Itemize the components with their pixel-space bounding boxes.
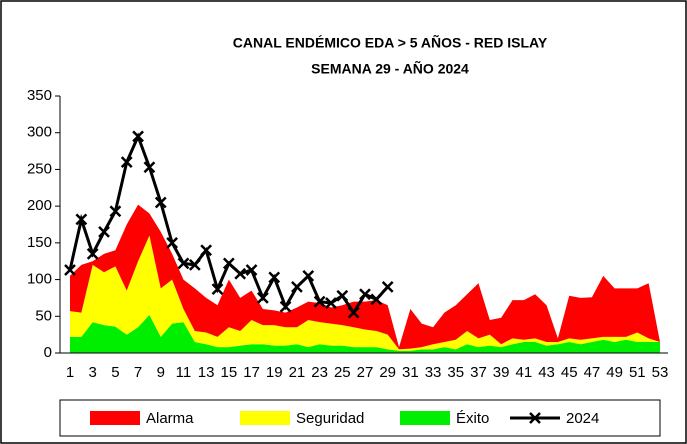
line-marker	[132, 130, 144, 143]
line-marker	[234, 267, 247, 280]
legend-label: Éxito	[456, 410, 489, 427]
area	[70, 204, 660, 350]
x-tick-label: 25	[334, 364, 351, 381]
line-marker	[325, 297, 337, 309]
y-tick-label: 250	[27, 160, 52, 177]
chart-title: CANAL ENDÉMICO EDA > 5 AÑOS - RED ISLAY	[233, 34, 548, 51]
x-tick-label: 7	[134, 364, 142, 381]
x-tick-label: 23	[311, 364, 328, 381]
legend-swatch	[240, 411, 290, 425]
x-tick-label: 1	[66, 364, 74, 381]
x-tick-label: 37	[470, 364, 487, 381]
line-marker	[381, 281, 394, 293]
y-tick-label: 200	[27, 197, 52, 214]
line-marker	[291, 281, 303, 293]
y-tick-label: 300	[27, 124, 52, 141]
line-marker	[222, 257, 235, 270]
x-tick-label: 27	[357, 364, 374, 381]
line-marker	[257, 292, 269, 304]
x-tick-label: 5	[111, 364, 119, 381]
x-tick-label: 11	[176, 364, 192, 381]
legend-marker	[529, 412, 541, 424]
legend-swatch	[400, 411, 450, 425]
x-tick-label: 29	[379, 364, 396, 381]
x-tick-label: 9	[157, 364, 165, 381]
area	[70, 314, 660, 353]
area	[70, 235, 660, 351]
x-tick-label: 35	[447, 364, 464, 381]
x-tick-label: 17	[243, 364, 260, 381]
legend-label: 2024	[566, 410, 599, 427]
x-tick-label: 43	[538, 364, 555, 381]
x-tick-label: 45	[561, 364, 578, 381]
line-marker	[154, 196, 167, 209]
line-marker	[109, 205, 122, 218]
legend-label: Seguridad	[296, 410, 364, 427]
line-marker	[359, 288, 371, 301]
x-tick-label: 19	[266, 364, 283, 381]
line-marker	[177, 257, 190, 270]
legend-label: Alarma	[146, 410, 194, 427]
line-marker	[98, 225, 110, 238]
line-marker	[347, 306, 360, 319]
line-marker	[279, 300, 292, 313]
x-tick-label: 15	[221, 364, 238, 381]
line-marker	[336, 289, 349, 302]
chart-subtitle: SEMANA 29 - AÑO 2024	[311, 60, 469, 77]
line-marker	[268, 271, 281, 284]
line-marker	[200, 244, 213, 257]
x-tick-label: 53	[652, 364, 669, 381]
line-marker	[188, 259, 201, 271]
x-tick-label: 3	[89, 364, 97, 381]
y-tick-label: 100	[27, 271, 52, 288]
y-tick-label: 150	[27, 234, 52, 251]
x-tick-label: 33	[425, 364, 442, 381]
line-marker	[166, 236, 178, 249]
y-tick-label: 350	[27, 87, 52, 104]
line-marker	[120, 156, 133, 168]
line-marker	[143, 161, 156, 174]
y-tick-label: 50	[35, 307, 52, 324]
line-marker	[245, 264, 258, 276]
line-marker	[75, 213, 88, 226]
x-tick-label: 21	[289, 364, 306, 381]
x-tick-label: 41	[516, 364, 533, 381]
legend-swatch	[90, 411, 140, 425]
x-tick-label: 13	[198, 364, 215, 381]
x-tick-label: 39	[493, 364, 510, 381]
x-tick-label: 49	[606, 364, 623, 381]
x-tick-label: 47	[584, 364, 601, 381]
line-marker	[313, 295, 326, 308]
line-marker	[370, 293, 383, 306]
line-marker	[211, 283, 224, 296]
line-marker	[64, 264, 76, 276]
y-tick-label: 0	[44, 344, 52, 361]
line-marker	[86, 247, 99, 260]
x-tick-label: 51	[629, 364, 646, 381]
line-marker	[302, 270, 315, 282]
x-tick-label: 31	[402, 364, 419, 381]
